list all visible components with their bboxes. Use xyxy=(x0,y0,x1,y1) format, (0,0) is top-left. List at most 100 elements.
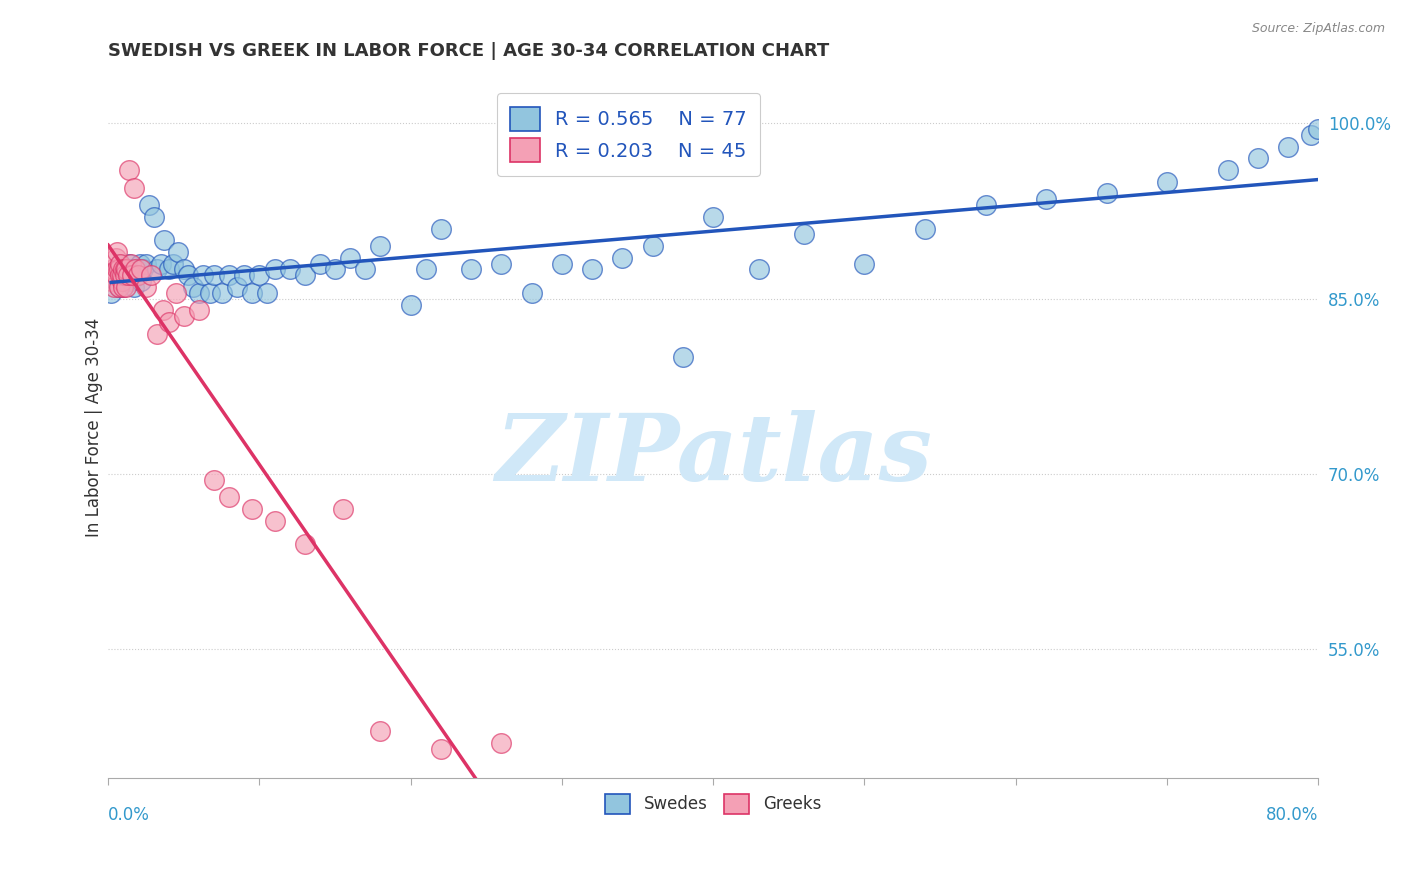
Point xyxy=(1308,122,1330,136)
Point xyxy=(491,257,513,271)
Point xyxy=(793,227,815,242)
Point xyxy=(354,262,377,277)
Point xyxy=(294,268,316,283)
Point xyxy=(112,280,135,294)
Point xyxy=(111,274,134,288)
Point xyxy=(100,274,122,288)
Point xyxy=(491,736,513,750)
Text: ZIPatlas: ZIPatlas xyxy=(495,410,932,500)
Legend: Swedes, Greeks: Swedes, Greeks xyxy=(598,785,830,822)
Point xyxy=(173,310,195,324)
Point xyxy=(278,262,301,277)
Point xyxy=(145,262,167,277)
Point xyxy=(162,257,184,271)
Point xyxy=(256,285,278,300)
Text: Source: ZipAtlas.com: Source: ZipAtlas.com xyxy=(1251,22,1385,36)
Point xyxy=(187,285,209,300)
Text: SWEDISH VS GREEK IN LABOR FORCE | AGE 30-34 CORRELATION CHART: SWEDISH VS GREEK IN LABOR FORCE | AGE 30… xyxy=(108,42,830,60)
Point xyxy=(127,268,149,283)
Point xyxy=(202,268,225,283)
Point xyxy=(748,262,770,277)
Point xyxy=(129,257,152,271)
Point xyxy=(105,262,128,277)
Point xyxy=(332,502,354,516)
Point xyxy=(339,251,361,265)
Point xyxy=(157,262,180,277)
Point xyxy=(117,268,139,283)
Point xyxy=(166,244,188,259)
Point xyxy=(104,251,127,265)
Point xyxy=(1247,152,1270,166)
Point xyxy=(430,741,453,756)
Point xyxy=(110,257,132,271)
Point xyxy=(225,280,247,294)
Point xyxy=(111,268,134,283)
Point xyxy=(702,210,724,224)
Point xyxy=(1216,163,1239,178)
Point xyxy=(111,268,134,283)
Point xyxy=(218,268,240,283)
Point xyxy=(112,280,135,294)
Point xyxy=(107,280,129,294)
Text: 80.0%: 80.0% xyxy=(1265,806,1319,824)
Point xyxy=(110,257,132,271)
Point xyxy=(399,297,422,311)
Point xyxy=(118,163,141,178)
Point xyxy=(240,502,263,516)
Point xyxy=(131,262,153,277)
Point xyxy=(104,268,127,283)
Point xyxy=(370,239,392,253)
Point xyxy=(177,268,200,283)
Point xyxy=(853,257,876,271)
Point xyxy=(115,262,138,277)
Point xyxy=(122,180,145,194)
Point xyxy=(153,233,176,247)
Point xyxy=(294,537,316,551)
Point xyxy=(125,262,148,277)
Point xyxy=(581,262,603,277)
Point xyxy=(309,257,332,271)
Point xyxy=(974,198,997,212)
Point xyxy=(114,262,136,277)
Point xyxy=(233,268,256,283)
Point xyxy=(131,274,153,288)
Point xyxy=(430,221,453,235)
Point xyxy=(122,280,145,294)
Point xyxy=(218,491,240,505)
Point xyxy=(202,473,225,487)
Point xyxy=(115,274,138,288)
Point xyxy=(120,257,142,271)
Point xyxy=(187,303,209,318)
Point xyxy=(103,280,125,294)
Point xyxy=(193,268,215,283)
Point xyxy=(139,268,162,283)
Point xyxy=(103,268,125,283)
Point xyxy=(173,262,195,277)
Point xyxy=(98,268,121,283)
Point xyxy=(157,315,180,329)
Point xyxy=(641,239,664,253)
Point xyxy=(672,350,695,364)
Point xyxy=(612,251,634,265)
Point xyxy=(165,285,187,300)
Point xyxy=(370,724,392,739)
Point xyxy=(105,244,128,259)
Point xyxy=(211,285,233,300)
Point xyxy=(124,268,146,283)
Point xyxy=(121,268,143,283)
Point xyxy=(105,262,128,277)
Point xyxy=(520,285,543,300)
Point xyxy=(107,280,129,294)
Point xyxy=(104,274,127,288)
Point xyxy=(135,257,157,271)
Point xyxy=(198,285,221,300)
Point xyxy=(110,268,132,283)
Point xyxy=(115,280,138,294)
Point xyxy=(145,326,167,341)
Point xyxy=(181,280,204,294)
Point xyxy=(240,285,263,300)
Point xyxy=(107,262,129,277)
Point xyxy=(117,268,139,283)
Point xyxy=(1156,175,1178,189)
Point xyxy=(415,262,437,277)
